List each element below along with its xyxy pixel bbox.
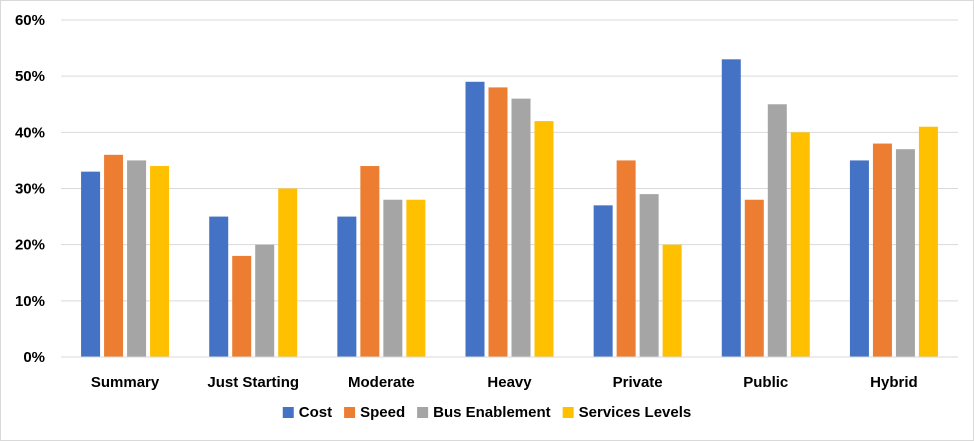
gridlines [61,19,958,302]
y-tick-label: 60% [15,12,45,29]
legend-label-services-levels: Services Levels [579,404,692,421]
bar-speed-summary [104,154,124,357]
bar-services-levels-private [662,244,682,357]
legend-label-bus-enablement: Bus Enablement [433,404,551,421]
legend-item-bus-enablement: Bus Enablement [417,404,551,421]
y-tick-label: 50% [15,68,45,85]
legend-label-cost: Cost [299,404,332,421]
category-labels: Summary Just Starting Moderate Heavy Private… [91,374,918,391]
bar-services-levels-summary [150,166,170,357]
bar-services-levels-hybrid [918,126,938,357]
y-tick-label: 40% [15,124,45,141]
bar-services-levels-heavy [534,121,554,357]
bar-speed-public [744,199,764,357]
bar-speed-heavy [488,87,508,358]
legend-item-cost: Cost [282,404,332,421]
bar-cost-heavy [465,81,485,358]
category-label-heavy: Heavy [487,374,532,391]
legend-swatch-speed [344,407,356,418]
category-label-moderate: Moderate [348,374,415,391]
bar-speed-private [616,160,636,357]
category-label-just-starting: Just Starting [207,374,299,391]
bar-bus-enablement-just-starting [255,244,275,357]
bar-speed-just-starting [232,255,252,357]
legend-swatch-services-levels [562,407,574,418]
category-label-public: Public [743,374,788,391]
y-axis-ticks: 0% 10% 20% 30% 40% 50% 60% [15,12,45,366]
y-tick-label: 0% [23,349,45,366]
category-label-hybrid: Hybrid [870,374,918,391]
bar-bus-enablement-public [767,104,787,357]
bar-speed-hybrid [872,143,892,357]
bar-speed-moderate [360,166,380,357]
category-label-summary: Summary [91,374,160,391]
y-tick-label: 20% [15,237,45,254]
bar-bus-enablement-hybrid [895,149,915,357]
legend-item-speed: Speed [344,404,405,421]
legend: Cost Speed Bus Enablement Services Levels [282,404,692,421]
legend-swatch-bus-enablement [417,407,429,418]
bar-cost-private [593,205,613,357]
bar-services-levels-public [790,132,810,357]
bar-cost-moderate [337,216,357,357]
legend-label-speed: Speed [360,404,405,421]
legend-swatch-cost [282,407,294,418]
legend-item-services-levels: Services Levels [562,404,692,421]
bar-cost-just-starting [209,216,229,357]
category-label-private: Private [613,374,663,391]
bars [81,59,938,358]
bar-services-levels-moderate [406,199,426,357]
bar-bus-enablement-summary [127,160,147,357]
bar-cost-hybrid [849,160,869,357]
bar-cost-public [721,59,741,358]
bar-cost-summary [81,171,101,357]
bar-bus-enablement-private [639,194,659,357]
bar-bus-enablement-heavy [511,98,531,357]
y-tick-label: 10% [15,293,45,310]
y-tick-label: 30% [15,181,45,198]
bar-services-levels-just-starting [278,188,298,357]
bar-bus-enablement-moderate [383,199,403,357]
